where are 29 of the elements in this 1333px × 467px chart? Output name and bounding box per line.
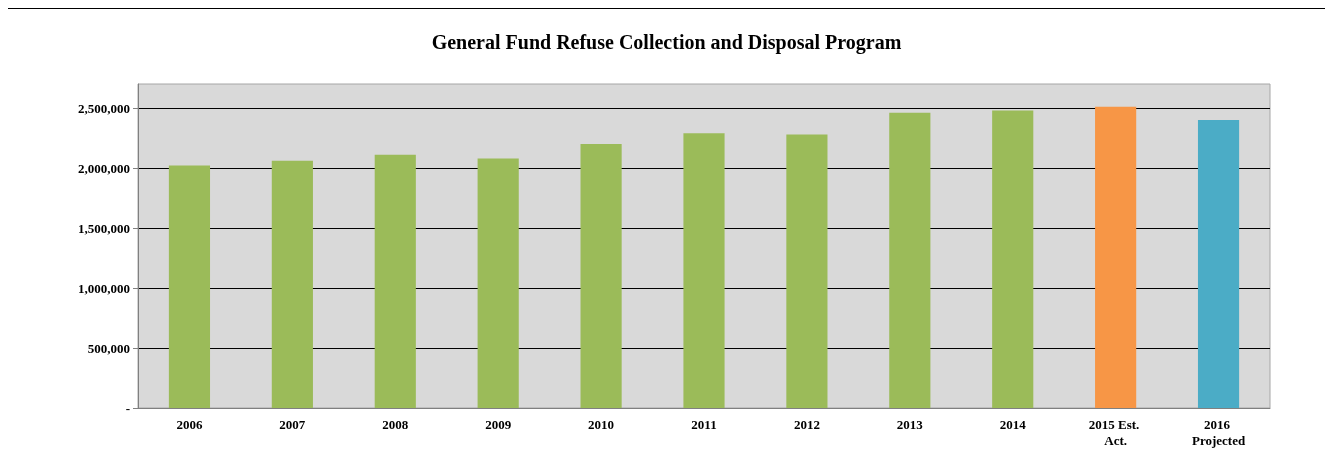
y-tick-label: 1,500,000 xyxy=(78,220,130,236)
y-tick-label: 2,500,000 xyxy=(78,100,130,116)
x-tick-label: 2008 xyxy=(382,416,409,432)
bar xyxy=(580,144,622,408)
bar xyxy=(683,133,725,408)
x-tick-label: 2013 xyxy=(896,416,924,432)
x-tick-label: 2016 Projected xyxy=(1191,416,1246,448)
x-tick-label: 2011 xyxy=(691,416,717,432)
y-tick-label: 2,000,000 xyxy=(78,160,130,176)
bar xyxy=(374,154,416,408)
bar xyxy=(786,134,828,408)
y-tick-label: 500,000 xyxy=(87,340,130,356)
bar xyxy=(1197,120,1240,408)
chart-title: General Fund Refuse Collection and Disposal Program xyxy=(431,31,902,54)
x-tick-label: 2010 xyxy=(588,416,615,432)
x-tick-label: 2007 xyxy=(279,416,306,432)
y-tick-label: - xyxy=(125,400,130,416)
bar xyxy=(1095,106,1137,408)
x-tick-label: 2014 xyxy=(999,416,1027,432)
x-tick-label: 2009 xyxy=(485,416,512,432)
x-tick-label: 2015 Est. Act. xyxy=(1088,416,1143,448)
bar xyxy=(889,112,931,408)
bar xyxy=(477,158,519,408)
bar xyxy=(271,160,313,408)
bar xyxy=(168,165,211,408)
x-tick-label: 2012 xyxy=(793,416,820,432)
y-tick-label: 1,000,000 xyxy=(78,280,130,296)
x-tick-label: 2006 xyxy=(176,416,203,432)
bar xyxy=(992,110,1034,408)
